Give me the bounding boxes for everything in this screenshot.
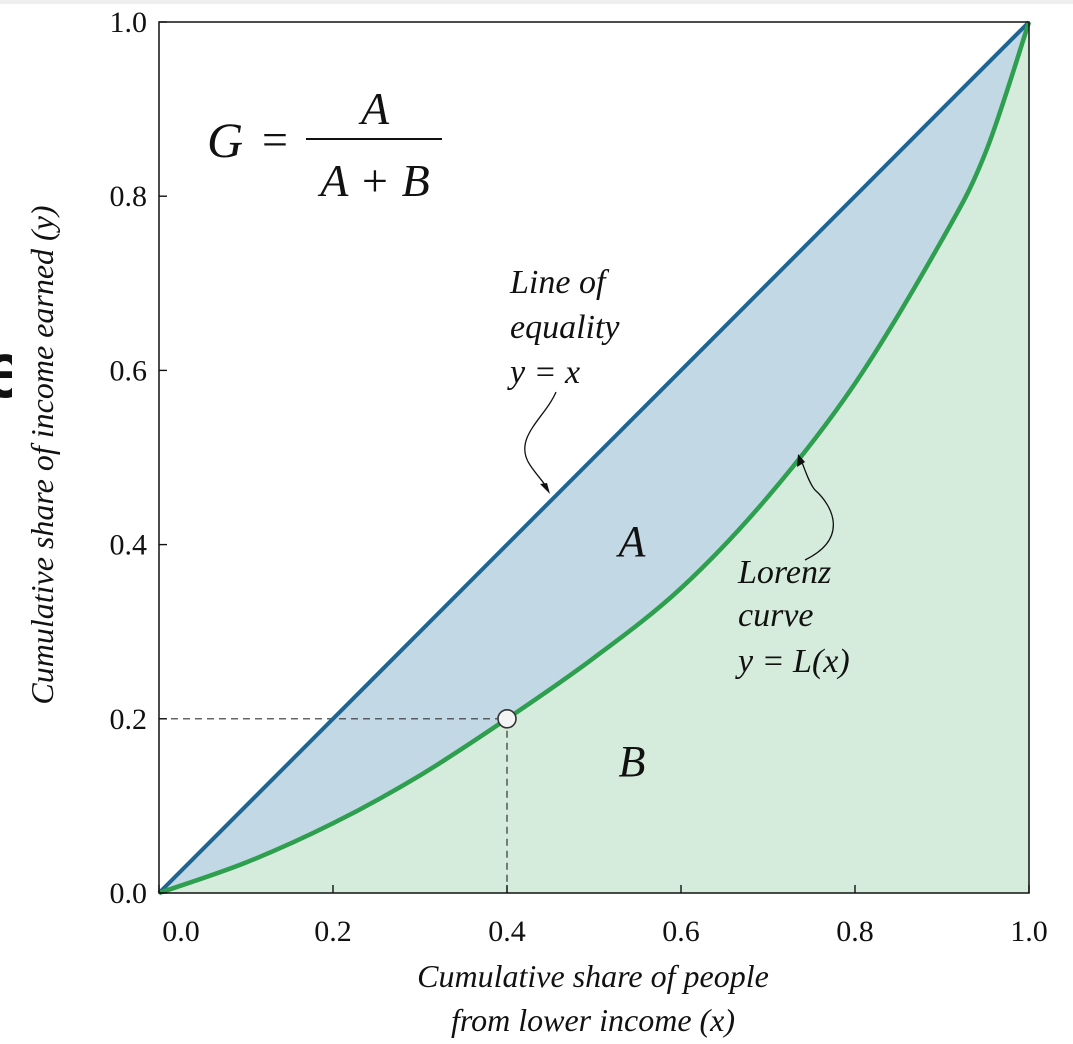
x-axis-label-line1: Cumulative share of people — [417, 958, 769, 994]
y-tick-label: 0.6 — [110, 354, 148, 387]
equality-annotation-line2: equality — [510, 309, 620, 346]
lorenz-annotation-line2: curve — [738, 597, 814, 634]
equality-annotation-line3: y = x — [507, 354, 580, 391]
formula-numerator: A — [358, 83, 390, 134]
formula-denominator: A + B — [317, 155, 429, 206]
x-tick-label: 0.8 — [836, 915, 874, 948]
x-axis-label-line2: from lower income (x) — [451, 1002, 735, 1038]
highlight-point — [498, 710, 516, 728]
equality-annotation-line1: Line of — [509, 264, 610, 301]
x-tick-label: 0.6 — [662, 915, 700, 948]
y-tick-label: 0.0 — [110, 877, 148, 910]
highlight-point-group — [498, 710, 516, 728]
x-tick-label: 0.2 — [314, 915, 352, 948]
equality-arrow — [525, 392, 556, 490]
lorenz-annotation-line3: y = L(x) — [735, 643, 850, 680]
x-tick-label: 1.0 — [1010, 915, 1048, 948]
y-tick-label: 0.2 — [110, 703, 148, 736]
region-b-label: B — [619, 737, 646, 786]
y-tick-label: 1.0 — [110, 6, 148, 39]
y-tick-label: 0.4 — [110, 529, 148, 562]
region-a-label: A — [616, 517, 647, 566]
formula-equals: = — [262, 114, 288, 165]
y-axis-label: Cumulative share of income earned (y) — [24, 205, 60, 704]
x-tick-label: 0.4 — [488, 915, 526, 948]
x-tick-label: 0.0 — [162, 915, 200, 948]
equality-arrowhead — [540, 483, 550, 494]
formula-g: G — [207, 112, 243, 168]
y-tick-label: 0.8 — [110, 180, 148, 213]
lorenz-annotation-line1: Lorenz — [737, 554, 831, 591]
